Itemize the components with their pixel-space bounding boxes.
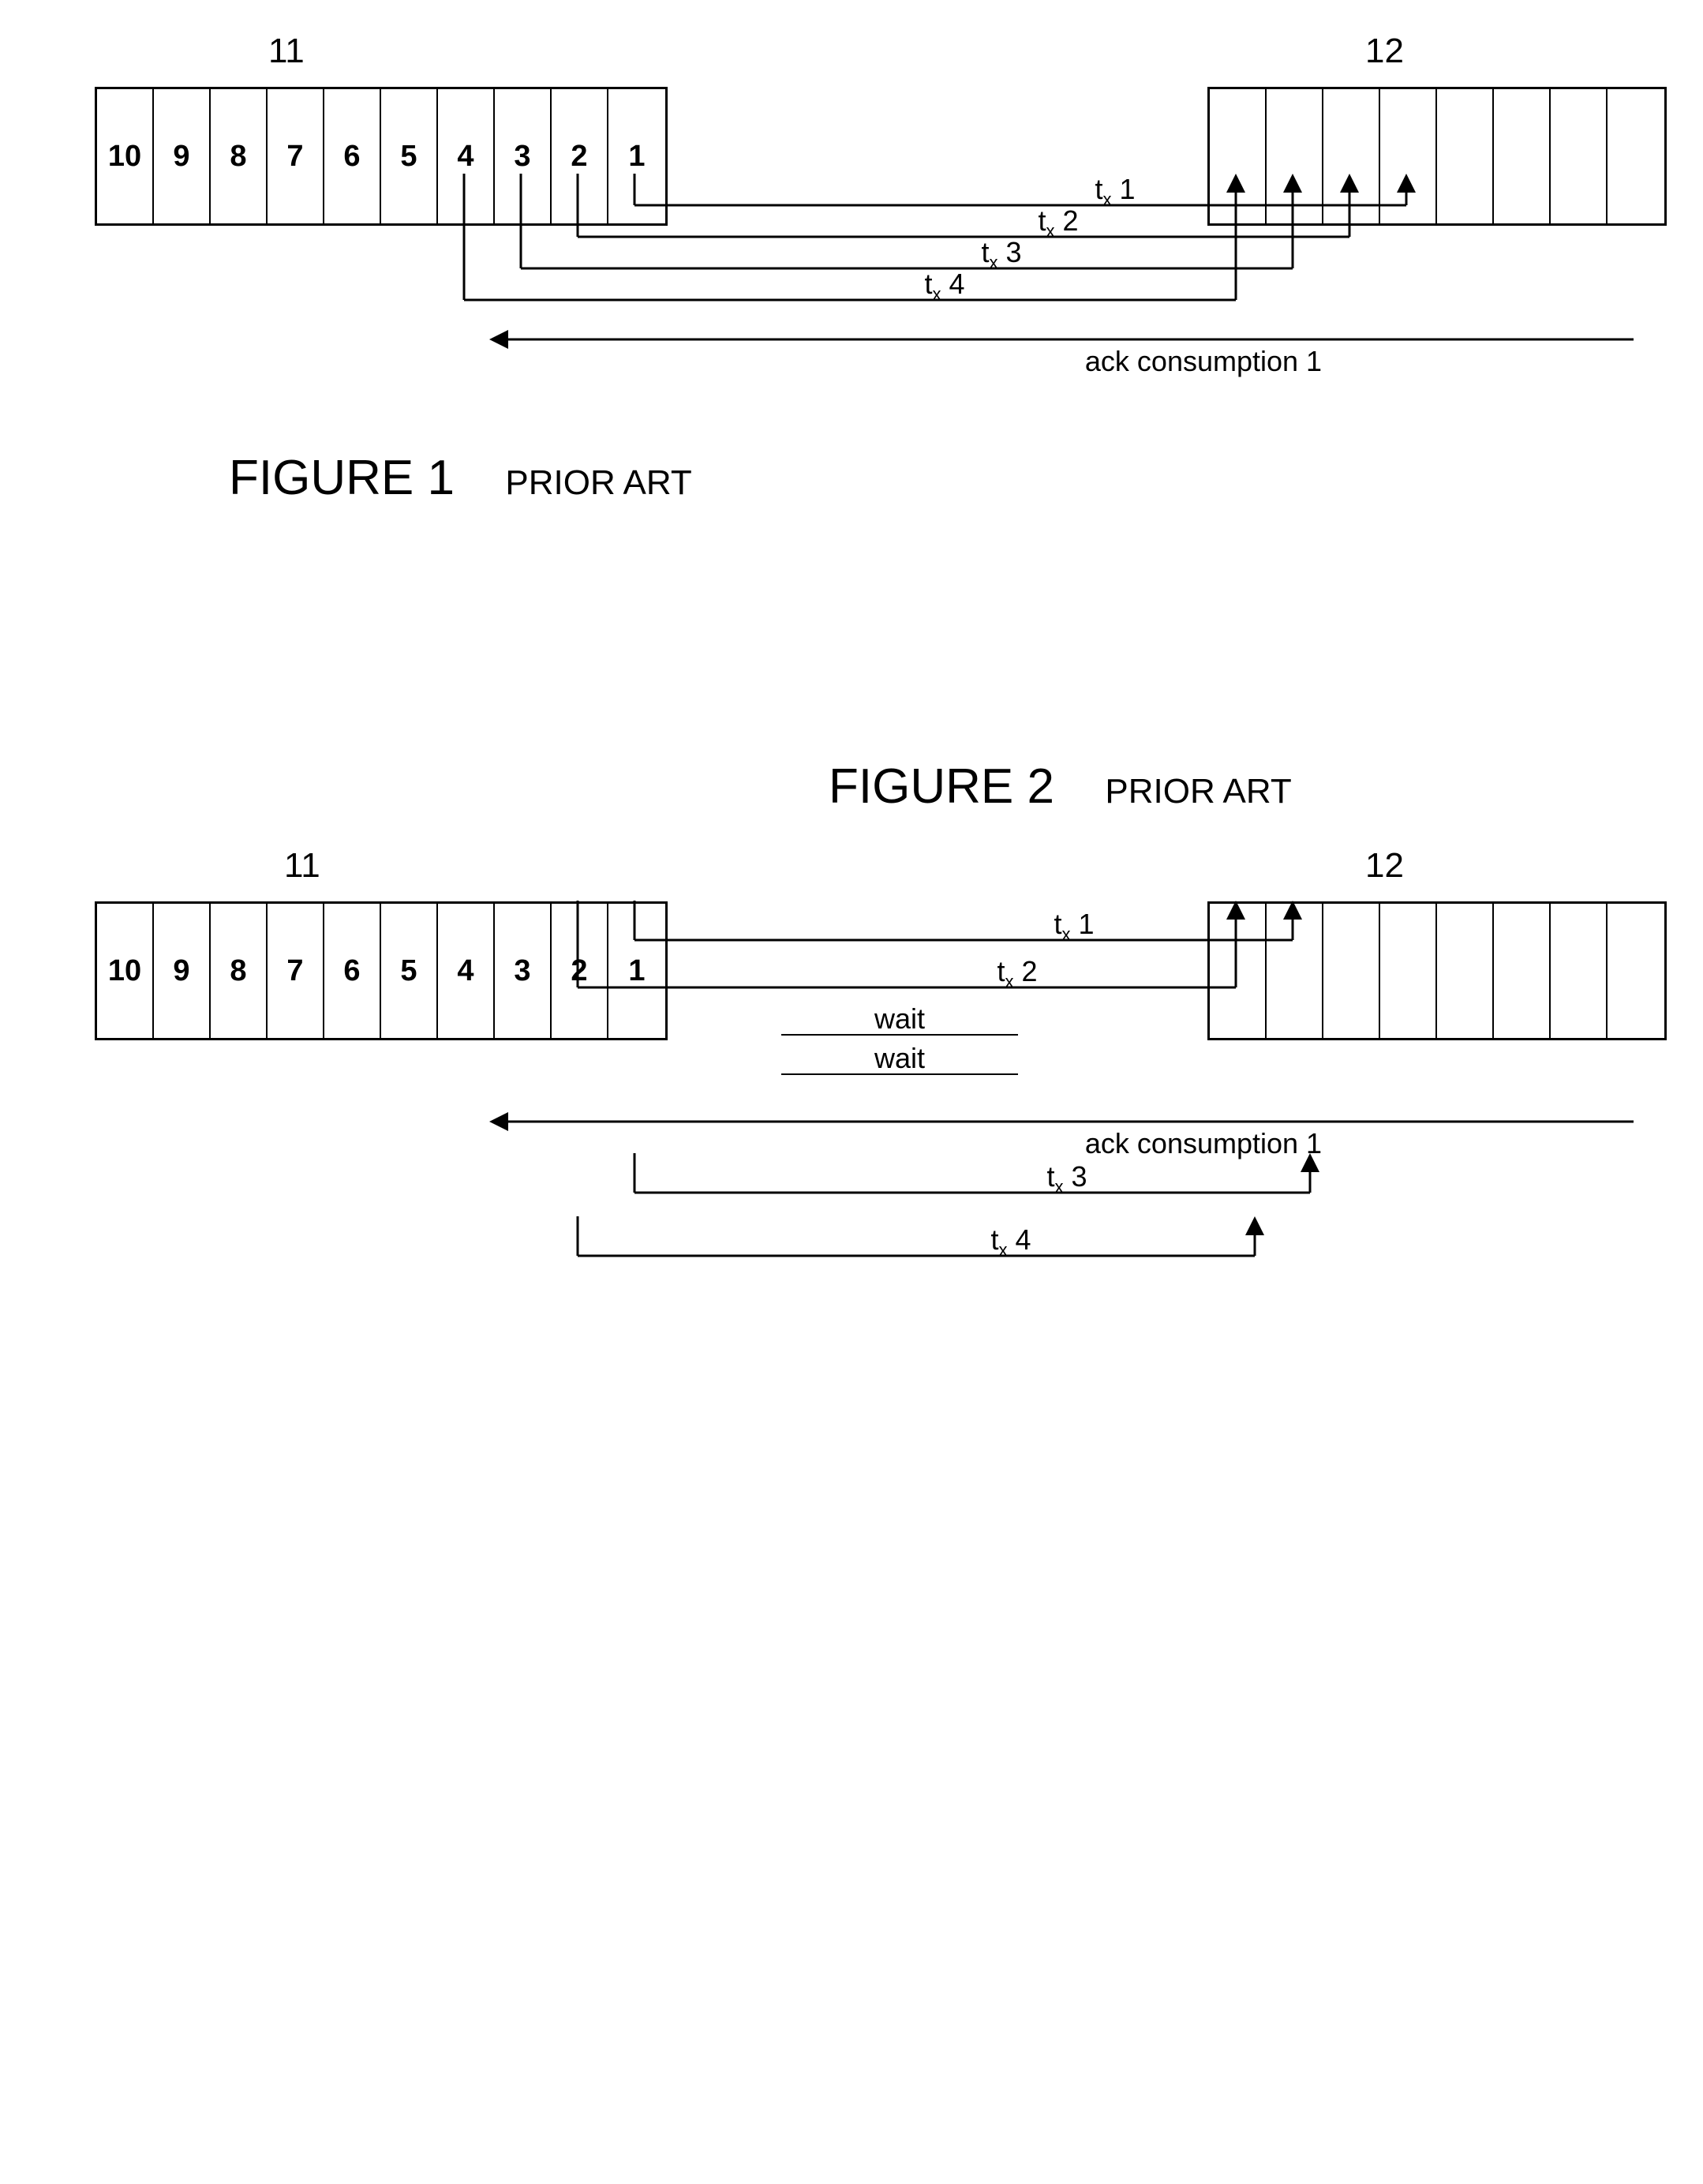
- figure-2-buffers: 10987654321: [24, 901, 1679, 1043]
- fig1-title: FIGURE 1: [229, 450, 455, 506]
- buffer-cell-empty: [1380, 89, 1437, 223]
- fig2-dest-buffer: [1207, 901, 1667, 1040]
- svg-text:tx 4: tx 4: [924, 268, 964, 304]
- buffer-cell-empty: [1551, 89, 1608, 223]
- fig2-caption: FIGURE 2 PRIOR ART: [24, 759, 1679, 815]
- buffer-cell: 9: [154, 904, 211, 1038]
- buffer-cell: 6: [324, 89, 381, 223]
- buffer-cell: 7: [268, 89, 324, 223]
- buffer-cell: 5: [381, 904, 438, 1038]
- buffer-cell: 1: [608, 89, 665, 223]
- fig2-subtitle: PRIOR ART: [1105, 772, 1291, 811]
- buffer-cell: 7: [268, 904, 324, 1038]
- figure-2: FIGURE 2 PRIOR ART 11 12 10987654321 tx …: [24, 759, 1679, 1043]
- figure-2-labels: 11 12: [24, 846, 1679, 901]
- fig2-title: FIGURE 2: [829, 759, 1054, 815]
- buffer-cell-empty: [1380, 904, 1437, 1038]
- fig2-right-label: 12: [1365, 846, 1404, 886]
- figure-1-buffers: 10987654321: [24, 87, 1679, 229]
- buffer-cell: 4: [438, 904, 495, 1038]
- svg-text:ack consumption 1: ack consumption 1: [1085, 1127, 1322, 1159]
- fig1-right-label: 12: [1365, 32, 1404, 71]
- buffer-cell-empty: [1323, 89, 1380, 223]
- svg-text:ack consumption 1: ack consumption 1: [1085, 345, 1322, 377]
- buffer-cell: 8: [211, 904, 268, 1038]
- svg-text:tx 3: tx 3: [981, 236, 1021, 272]
- buffer-cell: 3: [495, 89, 552, 223]
- buffer-cell-empty: [1551, 904, 1608, 1038]
- buffer-cell: 10: [97, 904, 154, 1038]
- buffer-cell-empty: [1437, 904, 1494, 1038]
- buffer-cell-empty: [1267, 89, 1323, 223]
- buffer-cell-empty: [1608, 89, 1664, 223]
- buffer-cell-empty: [1494, 904, 1551, 1038]
- svg-text:wait: wait: [874, 1042, 925, 1074]
- svg-text:tx 3: tx 3: [1046, 1160, 1087, 1197]
- fig2-source-buffer: 10987654321: [95, 901, 668, 1040]
- fig1-subtitle: PRIOR ART: [505, 463, 691, 503]
- buffer-cell: 5: [381, 89, 438, 223]
- buffer-cell-empty: [1267, 904, 1323, 1038]
- buffer-cell: 1: [608, 904, 665, 1038]
- figure-1-labels: 11 12: [24, 32, 1679, 87]
- fig2-left-label: 11: [284, 846, 320, 886]
- buffer-cell-empty: [1437, 89, 1494, 223]
- buffer-cell-empty: [1608, 904, 1664, 1038]
- buffer-cell: 4: [438, 89, 495, 223]
- buffer-cell: 8: [211, 89, 268, 223]
- buffer-cell: 9: [154, 89, 211, 223]
- buffer-cell: 3: [495, 904, 552, 1038]
- fig1-dest-buffer: [1207, 87, 1667, 226]
- figure-1: 11 12 10987654321 tx 1tx 2tx 3tx 4ack co…: [24, 32, 1679, 506]
- buffer-cell-empty: [1323, 904, 1380, 1038]
- fig1-source-buffer: 10987654321: [95, 87, 668, 226]
- svg-text:tx 4: tx 4: [990, 1223, 1031, 1260]
- buffer-cell-empty: [1210, 89, 1267, 223]
- buffer-cell: 10: [97, 89, 154, 223]
- buffer-cell: 2: [552, 89, 608, 223]
- fig1-left-label: 11: [268, 32, 305, 71]
- buffer-cell: 6: [324, 904, 381, 1038]
- fig1-caption: FIGURE 1 PRIOR ART: [24, 450, 1679, 506]
- buffer-cell-empty: [1210, 904, 1267, 1038]
- buffer-cell: 2: [552, 904, 608, 1038]
- buffer-cell-empty: [1494, 89, 1551, 223]
